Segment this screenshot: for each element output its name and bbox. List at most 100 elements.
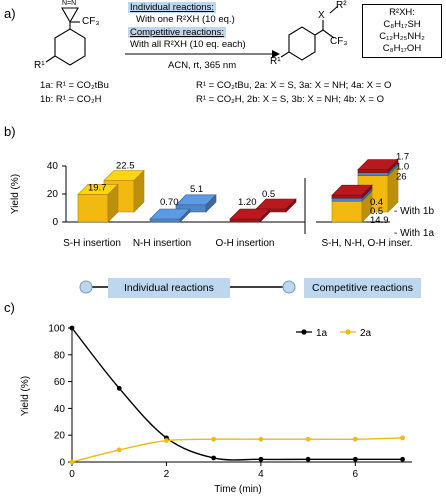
b-cat-competitive: S-H, N-H, O-H inser.: [321, 238, 412, 249]
series-1a-point-1: [116, 385, 122, 391]
reactant-benzene-ring: [54, 28, 86, 66]
b-cat-nh: N-H insertion: [133, 238, 191, 249]
product-r2-label: R²: [336, 0, 347, 11]
c-ytick-label-4: 80: [54, 350, 66, 361]
c-xtick-label-1: 2: [164, 469, 170, 480]
b-series-label-1b: - With 1b: [394, 206, 434, 217]
reaction-arrowhead: [272, 50, 280, 58]
series-1a-point-5: [305, 456, 311, 462]
series-1a-point-6: [352, 456, 358, 462]
series-2a-point-6: [352, 436, 358, 442]
bar-sh-1a-front: [77, 194, 109, 223]
reagent-amine: C₁₂H₂₅NH₂: [379, 31, 425, 42]
reactant-1a-line: 1a: R¹ = CO₂tBu: [40, 80, 109, 91]
reagent-box-title: R²XH:: [389, 7, 415, 18]
individual-detail: With one R²XH (10 eq.): [136, 14, 235, 25]
product-r1-label: R¹: [270, 56, 281, 67]
c-xtick-label-0: 0: [69, 469, 75, 480]
label-comp-1a-sh: 14.9: [370, 215, 389, 226]
c-xtick-label-3: 6: [353, 469, 359, 480]
series-2a-point-7: [400, 435, 405, 441]
series-2a-point-2: [164, 438, 169, 443]
series-1a-point-0: [69, 325, 75, 331]
bar-nh-1a-side: [179, 208, 191, 223]
label-comp-1a-nh: 0.5: [370, 206, 383, 217]
legend-2a-marker: [345, 329, 351, 335]
stack-1a-oh-front: [331, 194, 363, 199]
label-nh-1b: 5.1: [190, 184, 203, 195]
c-ytick-label-2: 40: [54, 404, 66, 415]
reagent-box: R²XH: C₈H₁₇SH C₁₂H₂₅NH₂ C₈H₁₇OH: [362, 4, 442, 58]
series-2a-point-0: [69, 459, 75, 465]
product-line-2: R¹ = CO₂H, 2b: X = S, 3b: X = NH; 4b: X …: [196, 94, 384, 105]
label-oh-1b: 0.5: [262, 189, 275, 200]
product-x-label: X: [318, 10, 325, 21]
line-chart: 0 20 40 60 80 100 0 2 4 6 Yield (%) Time (min) 1a…: [20, 324, 412, 495]
bar-sh-1b-side: [133, 169, 145, 213]
product-cf3-label: CF₃: [330, 36, 348, 47]
bar-nh-1a-front: [149, 218, 181, 223]
diazirine-ring: [61, 7, 79, 24]
reagent-thiol: C₈H₁₇SH: [383, 19, 421, 30]
footer-circle-left: [79, 280, 93, 294]
c-xtick-label-2: 4: [258, 469, 264, 480]
panel-label-a: a): [4, 6, 16, 21]
stack-1b-nh-front: [357, 172, 389, 176]
c-ytick-label-5: 100: [48, 324, 65, 335]
series-2a-line: [71, 437, 403, 463]
reactant-r1-bond: [45, 55, 56, 63]
series-1a-point-3: [211, 455, 217, 461]
series-1a-line: [71, 327, 403, 461]
footer-circle-right: [282, 280, 296, 294]
stack-1a-nh-front: [331, 197, 363, 202]
c-ytick-label-0: 0: [59, 458, 65, 469]
panel-label-c: c): [4, 300, 15, 315]
label-comp-1b-nh: 1.0: [396, 162, 409, 173]
footer-competitive-pill: Competitive reactions: [304, 278, 421, 298]
reactant-r1-label: R¹: [34, 60, 45, 71]
series-1a-point-4: [258, 456, 264, 462]
bar-sh-1a-side: [107, 183, 119, 223]
reaction-conditions: ACN, rt, 365 nm: [168, 60, 237, 71]
product-r1-bond: [280, 51, 290, 58]
stack-1a-oh-side: [361, 184, 373, 199]
b-y-axis-label: Yield (%): [10, 174, 21, 214]
series-2a-point-3: [211, 436, 217, 442]
reagent-alcohol: C₈H₁₇OH: [382, 43, 422, 54]
b-ytick-label-0: 0: [52, 217, 58, 228]
product-cf3-bond: [322, 29, 335, 39]
series-2a-point-5: [305, 436, 311, 442]
legend-1a-label: 1a: [316, 328, 328, 339]
stack-1b-oh-front: [357, 169, 389, 173]
c-ytick-label-1: 20: [54, 431, 66, 442]
legend-2a-label: 2a: [360, 328, 372, 339]
label-comp-1b-oh: 1.7: [396, 152, 409, 163]
individual-title: Individual reactions:: [128, 2, 216, 13]
stack-1a-sh-front: [331, 200, 363, 223]
competitive-title: Competitive reactions:: [128, 27, 226, 38]
label-comp-1b-sh: 26: [396, 172, 407, 183]
label-oh-1a: 1.20: [238, 197, 257, 208]
reactant-1b-line: 1b: R¹ = CO₂H: [40, 94, 102, 105]
reactant-cf3-label: CF₃: [82, 16, 100, 27]
bar-oh-1a-front: [229, 218, 261, 223]
series-1a-point-7: [400, 456, 405, 462]
diazirine-label: N=N: [62, 0, 77, 7]
b-ytick-label-1: 20: [47, 189, 59, 200]
b-cat-oh: O-H insertion: [216, 238, 275, 249]
bar-oh-1a-side: [259, 208, 271, 223]
product-r2-bond: [329, 5, 339, 14]
bar-oh-1b-side: [285, 198, 297, 213]
scheme-structures: [45, 5, 339, 66]
label-nh-1a: 0.70: [160, 197, 179, 208]
bar-nh-1b-side: [205, 194, 217, 213]
product-line-1: R¹ = CO₂tBu, 2a: X = S, 3a: X = NH; 4a: …: [196, 80, 392, 91]
product-bond: [314, 29, 324, 36]
c-ytick-label-3: 60: [54, 377, 66, 388]
label-comp-1a-oh: 0.4: [370, 197, 383, 208]
c-legend: 1a 2a: [296, 328, 372, 339]
legend-1a-marker: [301, 329, 307, 335]
stack-1b-oh-side: [387, 158, 399, 174]
series-2a-point-4: [258, 436, 264, 442]
